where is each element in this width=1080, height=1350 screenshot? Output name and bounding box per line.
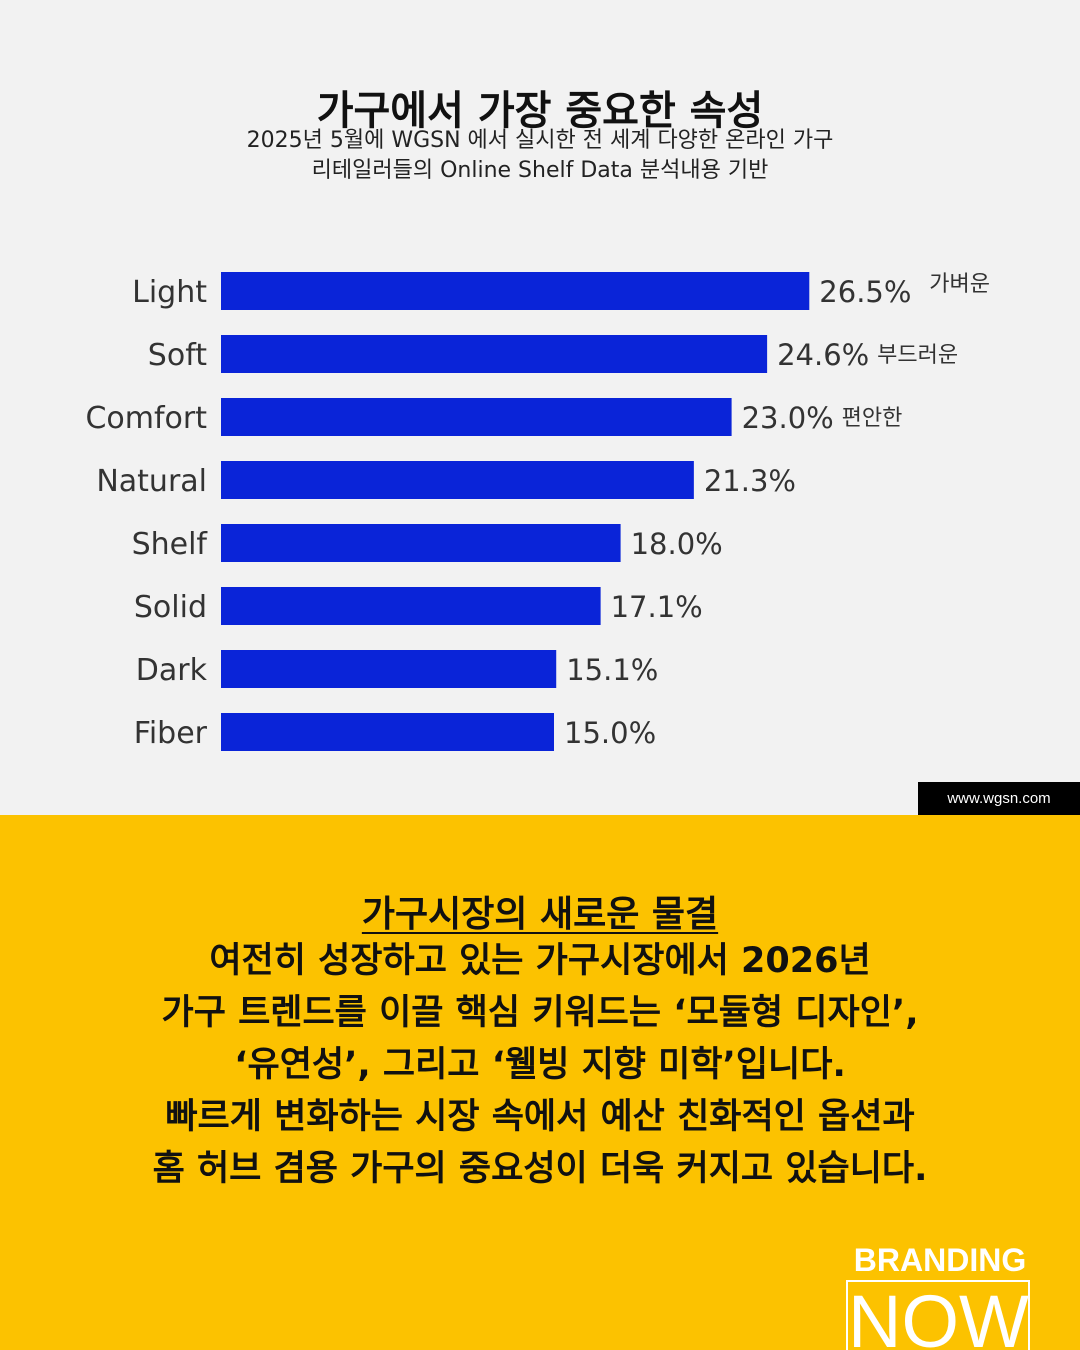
category-label-fiber: Fiber xyxy=(134,716,208,751)
bar-light xyxy=(221,272,810,310)
bar-chart: Light 26.5% 가벼운 Soft 24.6% 부드러운 Comfort 23.0% 편안… xyxy=(85,272,990,751)
value-label-comfort: 23.0% xyxy=(742,401,834,435)
summary-line-5: 홈 허브 겸용 가구의 중요성이 더욱 커지고 있습니다. xyxy=(152,1149,928,1189)
summary-line-2: 가구 트렌드를 이끌 핵심 키워드는 ‘모듈형 디자인’, xyxy=(161,993,919,1033)
value-label-solid: 17.1% xyxy=(611,590,703,624)
summary-body: 여전히 성장하고 있는 가구시장에서 2026년 가구 트렌드를 이끌 핵심 키… xyxy=(0,935,1080,1195)
value-label-soft: 24.6% xyxy=(777,338,869,372)
category-label-solid: Solid xyxy=(134,590,207,625)
value-label-fiber: 15.0% xyxy=(564,716,656,750)
summary-line-1: 여전히 성장하고 있는 가구시장에서 2026년 xyxy=(209,941,871,981)
bar-solid xyxy=(221,587,601,625)
category-label-shelf: Shelf xyxy=(132,527,209,562)
source-badge: www.wgsn.com xyxy=(918,782,1080,815)
value-label-shelf: 18.0% xyxy=(631,527,723,561)
bar-comfort xyxy=(221,398,732,436)
annotation-comfort: 편안한 xyxy=(842,406,903,431)
summary-heading-text: 가구시장의 새로운 물결 xyxy=(361,894,719,935)
category-label-light: Light xyxy=(132,275,207,310)
summary-line-4: 빠르게 변화하는 시장 속에서 예산 친화적인 옵션과 xyxy=(165,1097,915,1137)
bar-natural xyxy=(221,461,694,499)
summary-panel: 가구시장의 새로운 물결 여전히 성장하고 있는 가구시장에서 2026년 가구… xyxy=(0,815,1080,1350)
value-label-dark: 15.1% xyxy=(566,653,658,687)
subtitle-line-2: 리테일러들의 Online Shelf Data 분석내용 기반 xyxy=(311,158,769,183)
value-label-light: 26.5% xyxy=(819,275,911,309)
brand-logo-line2: NOW xyxy=(846,1280,1030,1350)
brand-logo-line1: BRANDING xyxy=(853,1242,1027,1278)
summary-heading: 가구시장의 새로운 물결 xyxy=(0,885,1080,937)
category-label-comfort: Comfort xyxy=(85,401,207,436)
bar-dark xyxy=(221,650,557,688)
chart-panel: 가구에서 가장 중요한 속성 2025년 5월에 WGSN 에서 실시한 전 세… xyxy=(0,88,1080,815)
chart-subtitle: 2025년 5월에 WGSN 에서 실시한 전 세계 다양한 온라인 가구 리테… xyxy=(0,126,1080,186)
category-label-natural: Natural xyxy=(96,464,207,499)
summary-line-3: ‘유연성’, 그리고 ‘웰빙 지향 미학’입니다. xyxy=(234,1045,846,1085)
chart-title: 가구에서 가장 중요한 속성 xyxy=(316,88,764,134)
subtitle-line-1: 2025년 5월에 WGSN 에서 실시한 전 세계 다양한 온라인 가구 xyxy=(246,128,834,153)
category-label-dark: Dark xyxy=(136,653,208,688)
category-label-soft: Soft xyxy=(148,338,207,373)
annotation-light: 가벼운 xyxy=(929,272,990,297)
bar-soft xyxy=(221,335,768,373)
value-label-natural: 21.3% xyxy=(704,464,796,498)
annotation-soft: 부드러운 xyxy=(877,343,958,368)
brand-logo: BRANDING NOW xyxy=(846,1242,1034,1350)
bar-shelf xyxy=(221,524,621,562)
bar-fiber xyxy=(221,713,554,751)
